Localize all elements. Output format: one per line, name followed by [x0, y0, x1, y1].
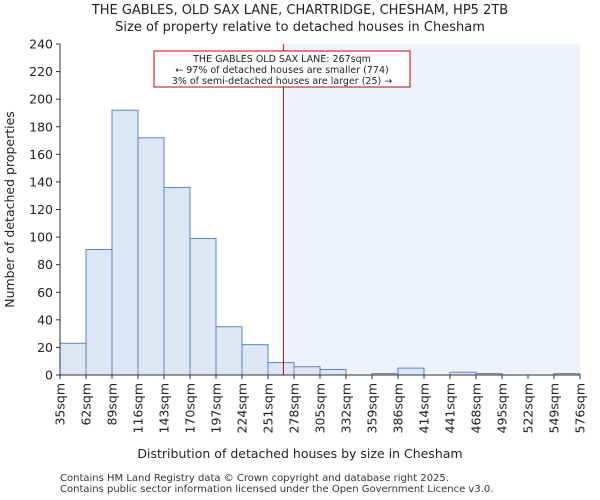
- bar-278sqm: [293, 366, 321, 376]
- y-tick-label: 220: [29, 64, 53, 79]
- bar-170sqm: [189, 237, 217, 376]
- x-tick-label: 359sqm: [365, 383, 380, 433]
- y-axis-label: Number of detached properties: [2, 111, 17, 308]
- annotation-line-1: THE GABLES OLD SAX LANE: 267sqm: [192, 54, 371, 65]
- bar-116sqm: [137, 137, 165, 376]
- y-tick-label: 20: [37, 340, 53, 355]
- bar-62sqm: [85, 248, 113, 376]
- bar-197sqm: [215, 326, 243, 376]
- y-tick-label: 80: [37, 257, 53, 272]
- y-tick-label: 60: [37, 285, 53, 300]
- y-tick-label: 180: [29, 119, 53, 134]
- x-tick-label: 116sqm: [131, 383, 146, 433]
- annotation-line-2: ← 97% of detached houses are smaller (77…: [175, 65, 388, 76]
- y-tick-label: 200: [29, 92, 53, 107]
- bar-224sqm: [241, 344, 269, 376]
- bar-89sqm: [111, 109, 139, 376]
- y-tick-label: 140: [29, 174, 53, 189]
- x-tick-label: 62sqm: [79, 383, 94, 426]
- x-tick-label: 414sqm: [417, 383, 432, 433]
- y-tick-label: 240: [29, 37, 53, 52]
- x-tick-label: 549sqm: [547, 383, 562, 433]
- x-tick-label: 468sqm: [469, 383, 484, 433]
- annotation-line-3: 3% of semi-detached houses are larger (2…: [172, 76, 392, 87]
- annotation-frame: [153, 50, 411, 88]
- footer-line-2: Contains public sector information licen…: [60, 484, 494, 495]
- y-tick-label: 100: [29, 230, 53, 245]
- x-tick-label: 305sqm: [313, 383, 328, 433]
- x-tick-label: 386sqm: [391, 383, 406, 433]
- x-tick-label: 278sqm: [287, 383, 302, 433]
- annotation-box: THE GABLES OLD SAX LANE: 267sqm ← 97% of…: [153, 50, 411, 88]
- bar-305sqm: [319, 368, 347, 376]
- y-tick-label: 40: [37, 312, 53, 327]
- bar-35sqm: [59, 342, 87, 376]
- bar-143sqm: [163, 186, 191, 376]
- x-tick-label: 224sqm: [235, 383, 250, 433]
- chart-subtitle: Size of property relative to detached ho…: [115, 20, 485, 35]
- chart-title: THE GABLES, OLD SAX LANE, CHARTRIDGE, CH…: [91, 3, 509, 18]
- larger-region-highlight: [283, 44, 580, 375]
- x-tick-label: 522sqm: [521, 383, 536, 433]
- x-tick-label: 251sqm: [261, 383, 276, 433]
- x-tick-label: 197sqm: [209, 383, 224, 433]
- x-tick-label: 143sqm: [157, 383, 172, 433]
- x-tick-label: 35sqm: [53, 383, 68, 426]
- x-tick-label: 576sqm: [573, 383, 588, 433]
- bar-386sqm: [397, 367, 425, 376]
- y-tick-label: 120: [29, 202, 53, 217]
- x-tick-label: 441sqm: [443, 383, 458, 433]
- x-tick-label: 495sqm: [495, 383, 510, 433]
- y-tick-label: 0: [45, 368, 53, 383]
- x-axis-label: Distribution of detached houses by size …: [137, 446, 462, 461]
- footer-line-1: Contains HM Land Registry data © Crown c…: [60, 473, 449, 484]
- bar-251sqm: [267, 362, 295, 376]
- y-tick-label: 160: [29, 147, 53, 162]
- x-tick-label: 332sqm: [339, 383, 354, 433]
- x-tick-label: 170sqm: [183, 383, 198, 433]
- x-tick-label: 89sqm: [105, 383, 120, 426]
